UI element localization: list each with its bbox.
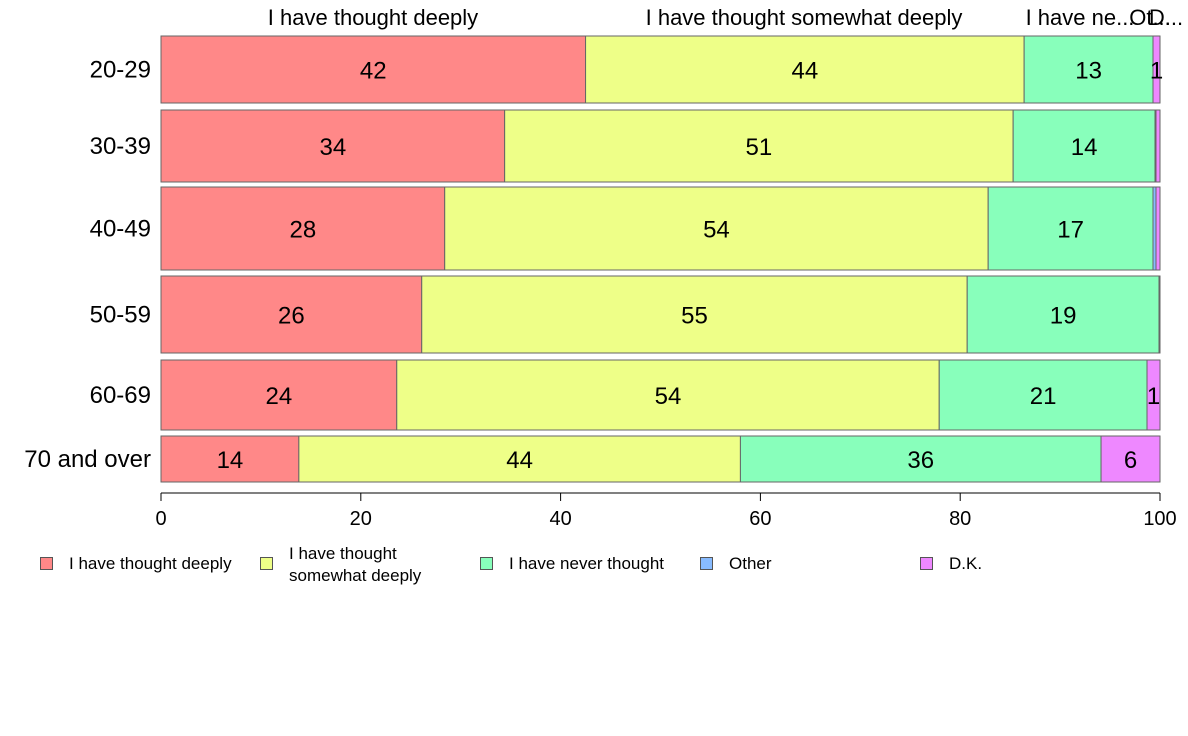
bar-segment	[1152, 35, 1161, 104]
top-segment-label: D...	[1149, 5, 1183, 30]
bar-segment	[1100, 435, 1161, 483]
data-label: 24	[266, 383, 293, 410]
data-label: 1	[1150, 58, 1163, 85]
bar-segment	[504, 109, 1014, 183]
bar-segment	[987, 186, 1154, 271]
x-tick-label: 60	[749, 508, 771, 530]
bar-segment	[160, 186, 446, 271]
x-tick-label: 80	[949, 508, 971, 530]
legend-item-never-thought: I have never thought	[480, 543, 664, 575]
data-label: 51	[746, 134, 773, 161]
legend-item-thought-somewhat: I have thought somewhat deeply	[260, 543, 421, 587]
bar-segment	[396, 359, 940, 431]
legend-swatch	[260, 557, 273, 570]
bar-segment	[160, 435, 300, 483]
data-label: 21	[1030, 383, 1057, 410]
data-label: 36	[907, 447, 934, 474]
legend-item-dk: D.K.	[920, 543, 982, 575]
bar-segment	[298, 435, 741, 483]
x-tick-label: 40	[549, 508, 571, 530]
x-tick-label: 20	[350, 508, 372, 530]
data-label: 14	[217, 447, 244, 474]
bar-segment	[444, 186, 989, 271]
x-tick-label: 100	[1143, 508, 1176, 530]
bar-segment	[160, 359, 398, 431]
data-label: 13	[1075, 58, 1102, 85]
category-label: 60-69	[90, 382, 151, 409]
category-label: 50-59	[90, 302, 151, 329]
bar-segment	[1158, 275, 1161, 354]
bar-segment	[160, 109, 506, 183]
bar-segment	[739, 435, 1102, 483]
legend-swatch	[480, 557, 493, 570]
data-label: 28	[290, 217, 317, 244]
bar-segment	[160, 35, 587, 104]
data-label: 44	[792, 58, 819, 85]
data-label: 34	[319, 134, 346, 161]
category-label: 20-29	[90, 57, 151, 84]
bar-segment	[585, 35, 1025, 104]
bar-segment	[1155, 186, 1161, 271]
data-label: 17	[1057, 217, 1084, 244]
data-label: 54	[703, 217, 730, 244]
data-label: 1	[1147, 383, 1160, 410]
top-segment-label: Ot...	[1129, 5, 1171, 30]
legend-item-thought-deeply: I have thought deeply	[40, 543, 232, 575]
x-tick-label: 0	[155, 508, 166, 530]
data-label: 44	[506, 447, 533, 474]
data-label: 55	[681, 303, 708, 330]
legend-item-other: Other	[700, 543, 772, 575]
legend-label: I have never thought	[509, 554, 665, 573]
data-label: 26	[278, 303, 305, 330]
legend-label: I have thought deeply	[69, 554, 232, 573]
bar-segment	[938, 359, 1148, 431]
legend-swatch	[920, 557, 933, 570]
data-label: 42	[360, 58, 387, 85]
top-segment-label: I have ne...	[1026, 5, 1135, 30]
bar-segment	[421, 275, 968, 354]
data-label: 19	[1050, 303, 1077, 330]
bar-segment	[1012, 109, 1156, 183]
legend-label: I have thought somewhat deeply	[289, 544, 422, 585]
bar-segment	[1023, 35, 1154, 104]
legend: I have thought deeply I have thought som…	[0, 543, 1188, 593]
bar-segment	[160, 275, 423, 354]
legend-label: D.K.	[949, 554, 983, 573]
legend-swatch	[700, 557, 713, 570]
data-label: 54	[655, 383, 682, 410]
top-segment-label: I have thought somewhat deeply	[646, 5, 963, 30]
category-label: 30-39	[90, 133, 151, 160]
data-label: 6	[1124, 447, 1137, 474]
top-segment-label: I have thought deeply	[268, 5, 478, 30]
stacked-bar-chart: 20-29 42 44 13 1 30-39 34 51 14 40-49 28 54 17 50-59 2…	[24, 5, 1183, 530]
data-label: 14	[1071, 134, 1098, 161]
legend-label: Other	[729, 554, 772, 573]
legend-swatch	[40, 557, 53, 570]
bar-segment	[1155, 109, 1161, 183]
category-label: 40-49	[90, 216, 151, 243]
bar-segment	[1146, 359, 1161, 431]
category-label: 70 and over	[24, 446, 151, 473]
